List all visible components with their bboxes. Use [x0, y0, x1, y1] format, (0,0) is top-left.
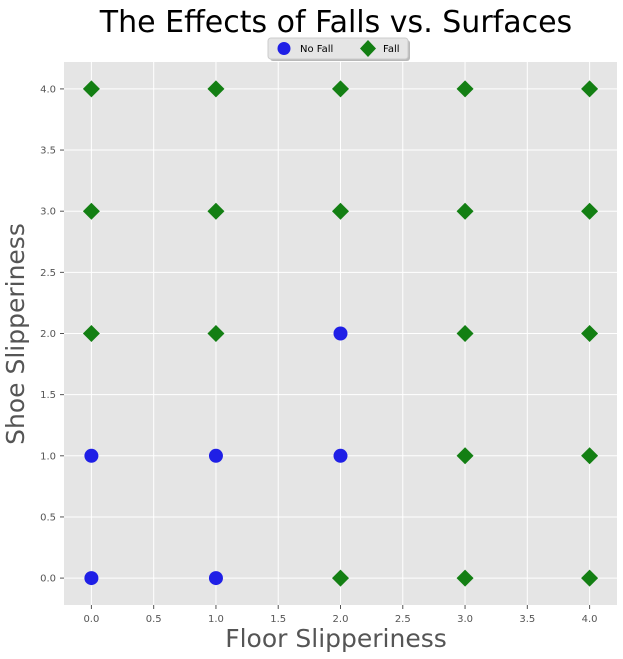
y-tick-label: 3.5 [40, 146, 56, 157]
data-points [82, 80, 599, 587]
point-fall [82, 80, 100, 98]
legend: No Fall Fall [267, 37, 410, 61]
y-axis-label: Shoe Slipperiness [1, 223, 30, 445]
point-no-fall [208, 571, 223, 586]
point-fall [456, 80, 474, 98]
legend-box [267, 37, 409, 60]
x-tick-label: 3.5 [519, 614, 535, 625]
x-tick-label: 0.5 [146, 614, 162, 625]
x-tick-label: 1.5 [270, 614, 286, 625]
point-fall [332, 80, 349, 98]
x-tick-label: 3.0 [457, 614, 473, 625]
point-fall [332, 202, 349, 220]
point-no-fall [84, 571, 99, 586]
x-tick-label: 0.0 [83, 614, 99, 625]
point-fall [581, 447, 599, 465]
axis-ticks: 0.0 0.5 1.0 1.5 2.0 2.5 3.0 3.5 4.0 0.0 0.5 1.0 1.5 2… [40, 84, 597, 625]
point-no-fall [333, 326, 348, 341]
legend-marker-fall [360, 40, 376, 57]
point-no-fall [84, 448, 99, 463]
y-tick-label: 0.5 [40, 512, 56, 523]
y-tick-label: 2.0 [40, 329, 56, 340]
point-fall [82, 202, 100, 220]
point-fall [581, 569, 599, 587]
point-fall [456, 325, 474, 342]
point-fall [581, 202, 599, 220]
point-fall [456, 447, 474, 465]
point-fall [207, 80, 225, 98]
x-axis-label: Floor Slipperiness [225, 624, 447, 653]
chart-title: The Effects of Falls vs. Surfaces [99, 5, 572, 40]
x-tick-label: 4.0 [582, 614, 598, 625]
point-no-fall [333, 448, 348, 463]
y-tick-label: 2.5 [40, 268, 56, 279]
point-fall [207, 325, 225, 342]
point-fall [456, 202, 474, 220]
x-tick-label: 1.0 [208, 614, 224, 625]
y-tick-label: 4.0 [40, 84, 56, 95]
legend-label-no-fall: No Fall [300, 44, 333, 55]
point-fall [581, 80, 599, 98]
y-tick-label: 0.0 [40, 574, 56, 585]
point-no-fall [208, 448, 223, 463]
y-tick-label: 1.0 [40, 451, 56, 462]
point-fall [456, 569, 474, 587]
point-fall [207, 202, 225, 220]
y-tick-label: 3.0 [40, 207, 56, 218]
x-tick-label: 2.0 [333, 614, 349, 625]
point-fall [581, 325, 599, 342]
point-fall [82, 325, 100, 342]
y-tick-label: 1.5 [40, 390, 56, 401]
x-tick-label: 2.5 [395, 614, 411, 625]
legend-label-fall: Fall [383, 44, 400, 55]
legend-marker-no-fall [277, 42, 291, 55]
point-fall [332, 569, 349, 587]
